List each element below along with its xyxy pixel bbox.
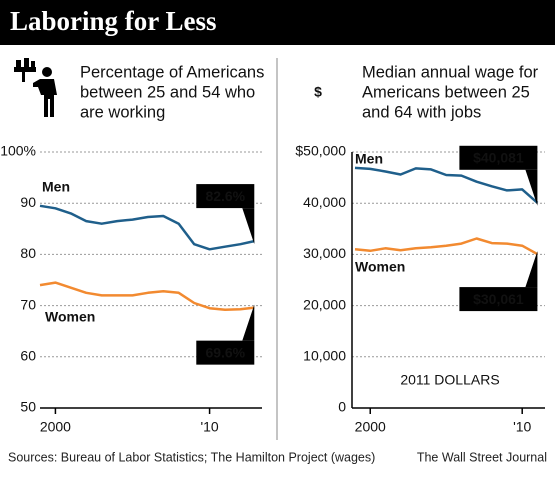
value-label-box <box>196 340 255 365</box>
dollar-icon: $ <box>314 84 322 100</box>
value-label-pointer <box>242 304 255 341</box>
value-label: 82.6% <box>205 188 245 204</box>
y-tick-label: $50,000 <box>295 143 346 159</box>
value-label: $30,061 <box>473 291 524 307</box>
value-label: $40,081 <box>473 149 524 165</box>
y-tick-label: 80 <box>20 245 36 261</box>
series-line <box>39 281 255 311</box>
y-tick-label: 30,000 <box>303 245 346 261</box>
subtitle: Americans between 25 <box>362 83 530 101</box>
y-tick-label: 100% <box>0 143 36 159</box>
series-label: Women <box>45 309 95 325</box>
y-tick-label: 50 <box>20 399 36 415</box>
subtitle: between 25 and 54 who <box>80 83 255 101</box>
value-label-box <box>459 145 538 170</box>
series-label: Men <box>42 179 70 195</box>
value-label-pointer <box>525 251 538 288</box>
series-line <box>354 237 539 256</box>
waiter-icon <box>14 58 57 117</box>
value-label-pointer <box>525 169 538 206</box>
value-label-box <box>459 287 538 312</box>
series-label: Men <box>355 151 383 167</box>
y-tick-label: 90 <box>20 194 36 210</box>
y-tick-label: 70 <box>20 296 36 312</box>
x-tick-label: '10 <box>513 419 531 435</box>
subtitle: and 64 with jobs <box>362 103 481 121</box>
value-label-pointer <box>242 208 255 245</box>
chart-title: Laboring for Less <box>10 6 217 36</box>
series-line <box>354 166 539 204</box>
source-note: Sources: Bureau of Labor Statistics; The… <box>8 450 375 464</box>
y-tick-label: 40,000 <box>303 194 346 210</box>
annotation: 2011 DOLLARS <box>400 372 499 388</box>
title-bar <box>0 0 555 45</box>
subtitle: Median annual wage for <box>362 63 539 81</box>
value-label: 69.6% <box>205 344 245 360</box>
value-label-box <box>196 184 255 209</box>
credit: The Wall Street Journal <box>417 450 547 464</box>
subtitle: are working <box>80 103 165 121</box>
x-tick-label: 2000 <box>40 419 71 435</box>
series-line <box>39 204 255 251</box>
x-tick-label: 2000 <box>355 419 386 435</box>
y-tick-label: 60 <box>20 348 36 364</box>
y-tick-label: 0 <box>338 399 346 415</box>
series-label: Women <box>355 259 405 275</box>
y-tick-label: 20,000 <box>303 296 346 312</box>
y-tick-label: 10,000 <box>303 348 346 364</box>
subtitle: Percentage of Americans <box>80 63 264 81</box>
x-tick-label: '10 <box>200 419 218 435</box>
